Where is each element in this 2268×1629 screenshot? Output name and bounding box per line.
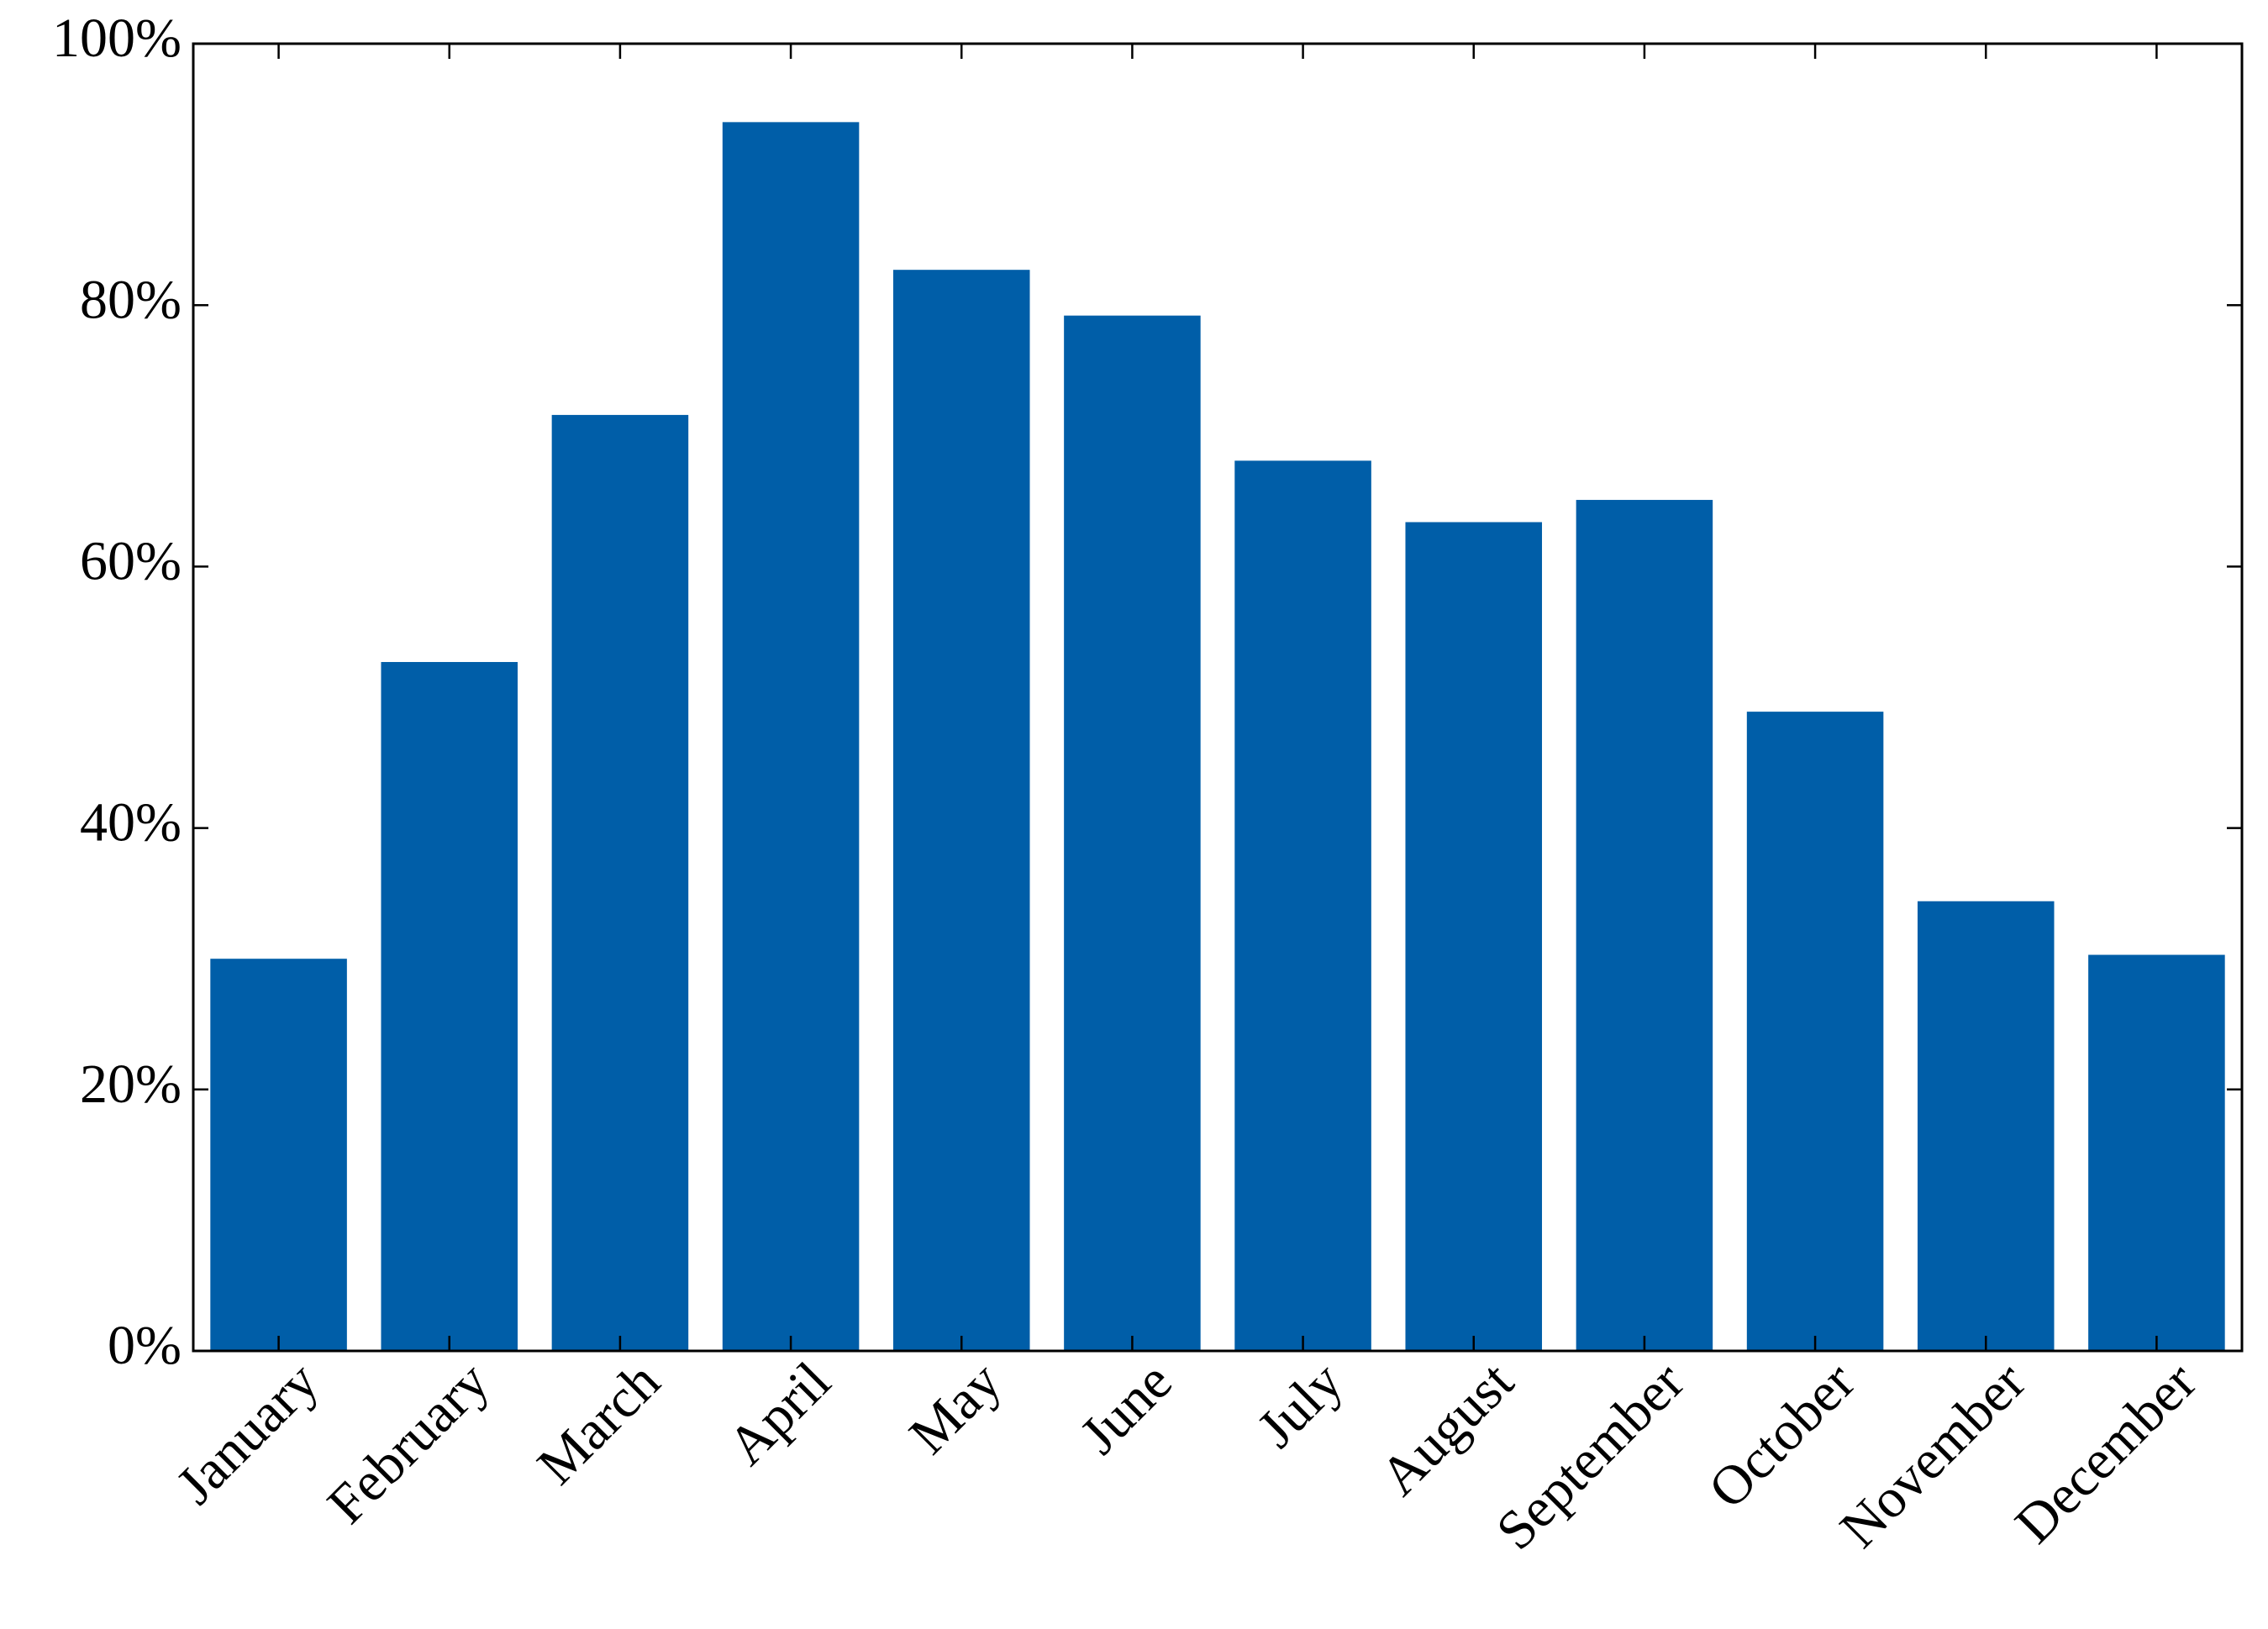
y-tick-label: 100% <box>52 8 182 69</box>
x-tick-label: December <box>2003 1351 2207 1555</box>
x-tick-label: August <box>1369 1351 1525 1507</box>
bar <box>892 270 1030 1351</box>
bar <box>1405 522 1543 1351</box>
bar <box>1064 315 1201 1352</box>
x-tick-label: May <box>897 1351 1013 1466</box>
bar <box>381 661 518 1351</box>
x-tick-label: October <box>1697 1351 1866 1521</box>
plot-frame <box>192 42 2244 1353</box>
x-tick-label: July <box>1245 1351 1354 1459</box>
bar <box>1746 712 1884 1351</box>
y-tick-label: 80% <box>80 269 182 330</box>
x-tick-label: March <box>526 1351 671 1496</box>
x-tick-label: February <box>316 1351 501 1536</box>
bar <box>551 414 689 1351</box>
bar <box>722 122 860 1352</box>
x-tick-label: November <box>1829 1351 2038 1560</box>
y-tick-label: 20% <box>80 1054 182 1115</box>
bar <box>2088 954 2225 1351</box>
bar <box>210 959 347 1351</box>
x-tick-label: June <box>1069 1351 1184 1466</box>
y-tick-label: 60% <box>80 531 182 592</box>
bar <box>1234 460 1371 1351</box>
y-tick-label: 0% <box>108 1315 182 1376</box>
x-tick-label: January <box>165 1351 330 1516</box>
bar <box>1576 500 1713 1351</box>
x-tick-label: September <box>1485 1351 1696 1562</box>
x-tick-label: April <box>716 1351 842 1477</box>
y-tick-label: 40% <box>80 792 182 854</box>
bar <box>1917 901 2055 1351</box>
